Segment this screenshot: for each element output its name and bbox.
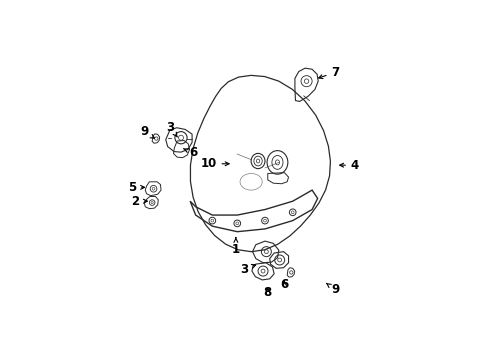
Text: 4: 4 bbox=[340, 159, 359, 172]
Text: 10: 10 bbox=[200, 157, 229, 170]
Text: 7: 7 bbox=[318, 66, 340, 79]
Text: 3: 3 bbox=[167, 121, 177, 137]
Text: 9: 9 bbox=[326, 283, 340, 296]
Text: 9: 9 bbox=[140, 125, 154, 138]
Text: 3: 3 bbox=[240, 262, 256, 276]
Text: 8: 8 bbox=[264, 286, 272, 299]
Text: 6: 6 bbox=[183, 146, 197, 159]
Text: 5: 5 bbox=[128, 181, 145, 194]
Text: 1: 1 bbox=[232, 238, 240, 256]
Text: 6: 6 bbox=[280, 278, 289, 291]
Text: 2: 2 bbox=[131, 195, 147, 208]
